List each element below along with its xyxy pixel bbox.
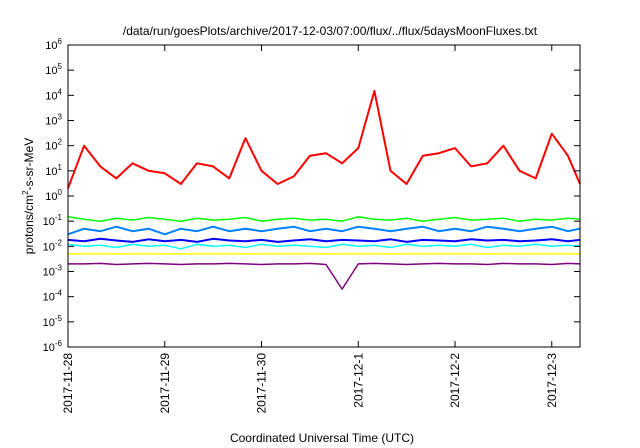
y-tick-exp: 0 bbox=[58, 188, 63, 197]
y-tick-base: 10 bbox=[45, 90, 57, 102]
y-tick-label: 102 bbox=[45, 138, 62, 153]
y-tick-label: 10-1 bbox=[43, 213, 63, 228]
y-tick-exp: -1 bbox=[55, 213, 63, 222]
y-axis-label-sup: 2 bbox=[21, 190, 30, 195]
y-tick-exp: 4 bbox=[58, 87, 63, 96]
x-tick-label: 2017-11-29 bbox=[158, 353, 172, 414]
y-tick-label: 100 bbox=[45, 188, 62, 203]
series-line-4 bbox=[67, 225, 581, 236]
y-tick-base: 10 bbox=[43, 241, 55, 253]
y-tick-label: 103 bbox=[45, 113, 62, 128]
x-tick-label: 2017-11-28 bbox=[61, 353, 75, 414]
y-tick-exp: -2 bbox=[55, 238, 63, 247]
y-axis-label: protons/cm2-s-sr-MeV bbox=[21, 138, 36, 254]
y-tick-base: 10 bbox=[45, 40, 57, 52]
y-tick-base: 10 bbox=[43, 342, 55, 354]
y-tick-exp: -3 bbox=[55, 264, 63, 273]
x-tick-label: 2017-12-3 bbox=[545, 353, 559, 408]
y-tick-base: 10 bbox=[43, 216, 55, 228]
y-tick-base: 10 bbox=[43, 267, 55, 279]
x-tick-label: 2017-11-30 bbox=[255, 353, 269, 414]
y-tick-exp: -6 bbox=[55, 339, 63, 348]
y-tick-exp: 2 bbox=[58, 138, 63, 147]
y-axis: 10-610-510-410-310-210-11001011021031041… bbox=[43, 37, 580, 354]
y-tick-label: 10-2 bbox=[43, 238, 63, 253]
y-axis-label-rest: -s-sr-MeV bbox=[22, 138, 36, 191]
series-line-2 bbox=[67, 215, 581, 222]
y-tick-label: 10-6 bbox=[43, 339, 63, 354]
series-line-5 bbox=[67, 237, 581, 243]
y-tick-base: 10 bbox=[45, 65, 57, 77]
y-tick-exp: -4 bbox=[55, 289, 63, 298]
y-tick-label: 105 bbox=[45, 62, 62, 77]
y-tick-label: 101 bbox=[45, 163, 62, 178]
y-tick-base: 10 bbox=[45, 141, 57, 153]
y-tick-label: 10-5 bbox=[43, 314, 63, 329]
x-tick-label: 2017-12-1 bbox=[351, 353, 365, 408]
series-line-7 bbox=[68, 262, 581, 290]
y-tick-label: 10-3 bbox=[43, 264, 63, 279]
y-tick-label: 104 bbox=[45, 87, 62, 102]
y-tick-base: 10 bbox=[43, 292, 55, 304]
x-axis: 2017-11-28 2017-11-29 2017-11-30 2017-12-1 2… bbox=[61, 45, 559, 414]
series-layer bbox=[67, 89, 581, 290]
chart-title: /data/run/goesPlots/archive/2017-12-03/0… bbox=[123, 24, 538, 38]
y-axis-label-base: protons/cm bbox=[22, 195, 36, 254]
y-tick-base: 10 bbox=[45, 166, 57, 178]
x-axis-label: Coordinated Universal Time (UTC) bbox=[230, 431, 414, 445]
y-tick-label: 10-4 bbox=[43, 289, 63, 304]
series-line-1 bbox=[67, 89, 581, 189]
y-tick-exp: -5 bbox=[55, 314, 63, 323]
y-tick-base: 10 bbox=[45, 116, 57, 128]
y-tick-exp: 3 bbox=[58, 113, 63, 122]
plot-frame bbox=[67, 44, 581, 348]
y-tick-label: 106 bbox=[45, 37, 62, 52]
y-tick-exp: 5 bbox=[58, 62, 63, 71]
y-tick-base: 10 bbox=[43, 317, 55, 329]
y-tick-exp: 6 bbox=[58, 37, 63, 46]
y-tick-base: 10 bbox=[45, 191, 57, 203]
x-tick-label: 2017-12-2 bbox=[448, 353, 462, 408]
y-tick-exp: 1 bbox=[58, 163, 63, 172]
series-line-3 bbox=[67, 243, 581, 250]
